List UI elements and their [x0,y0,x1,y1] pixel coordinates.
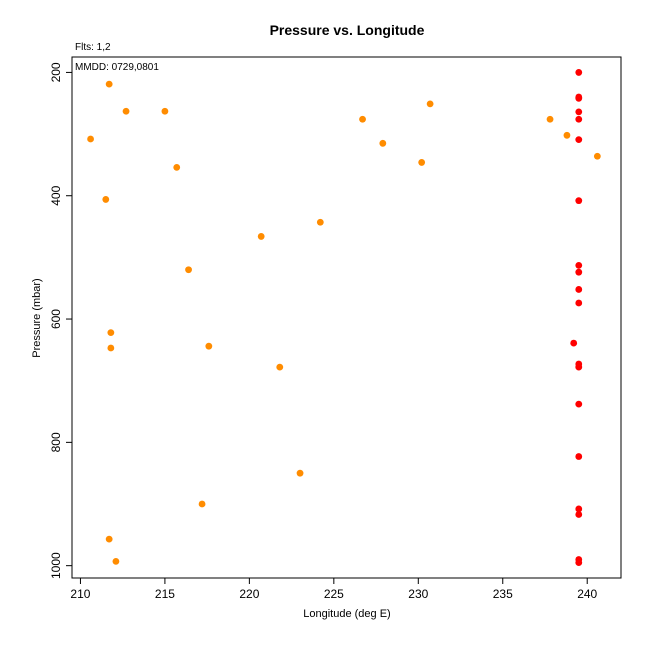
y-axis: 200 400 600 800 1000 [49,62,73,579]
data-point [570,339,578,347]
data-point [296,469,304,477]
chart-annotation: MMDD: 0729,0801 [75,62,159,73]
data-point [107,329,115,337]
data-point [575,453,583,460]
data-point [185,266,192,274]
y-axis-label: Pressure (mbar) [31,278,43,357]
data-point [112,557,120,565]
data-point [575,505,583,513]
data-point [593,152,601,160]
x-tick-label: 220 [239,587,259,601]
x-axis: 210 215 220 225 230 235 240 [70,577,598,601]
data-point [575,363,583,371]
data-point [107,344,115,352]
data-point [563,131,571,139]
y-tick-label: 800 [49,432,63,452]
data-point [575,268,583,276]
data-point [161,107,169,115]
data-point [122,107,130,115]
data-point [575,286,583,293]
data-point [87,135,94,143]
y-tick-label: 200 [49,62,63,82]
y-tick-label: 600 [49,309,63,329]
chart-subtitle: Flts: 1,2 [75,42,111,53]
data-point [316,218,324,226]
data-point [173,163,181,171]
x-tick-label: 235 [493,587,513,601]
chart-title: Pressure vs. Longitude [270,22,425,38]
x-tick-label: 225 [324,587,344,601]
data-point [575,115,583,123]
data-point [575,559,583,566]
data-point [198,500,206,508]
data-point [102,196,110,203]
data-point [575,262,583,269]
data-point [418,159,426,166]
data-point [379,139,387,147]
data-point [205,342,213,350]
data-point [575,299,583,307]
data-point [105,535,113,543]
y-tick-label: 1000 [49,552,63,579]
plot-frame [71,56,622,579]
data-point [426,100,434,108]
data-points [87,69,601,566]
data-point [575,400,583,408]
data-point [546,115,554,123]
data-point [359,115,366,123]
x-tick-label: 210 [70,587,90,601]
data-point [575,69,583,76]
x-tick-label: 230 [408,587,428,601]
data-point [575,108,583,116]
data-point [257,233,265,240]
x-tick-label: 240 [577,587,597,601]
data-point [276,363,284,371]
data-point [105,80,113,88]
data-point [575,197,583,205]
y-tick-label: 400 [49,185,63,205]
x-axis-label: Longitude (deg E) [303,608,390,620]
x-tick-label: 215 [155,587,175,601]
data-point [575,136,583,144]
data-point [575,94,583,102]
data-point [575,511,583,518]
